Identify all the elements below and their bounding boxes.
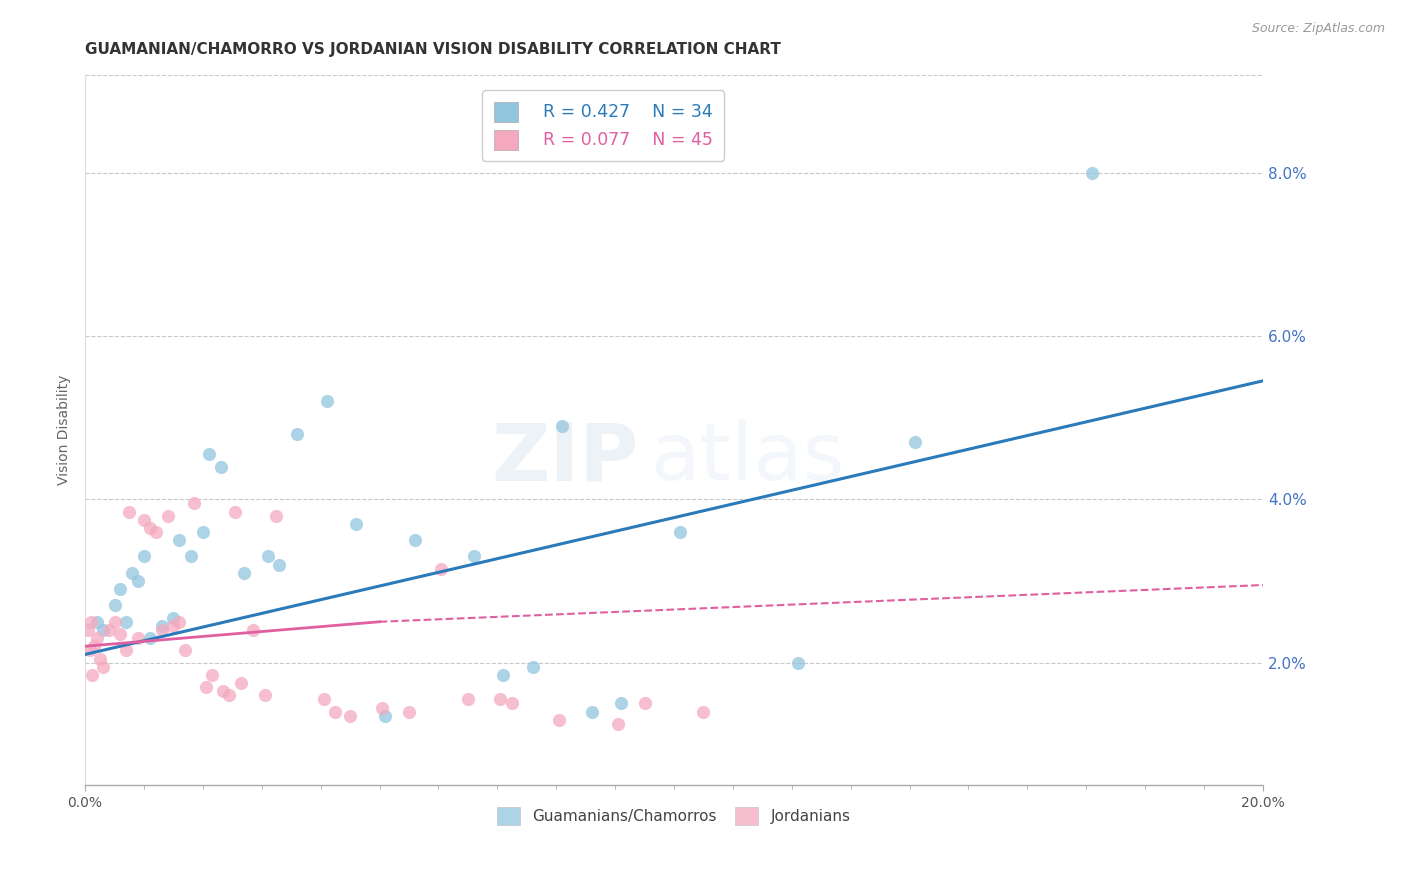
Point	[374, 708, 396, 723]
Point	[132, 549, 155, 564]
Point	[145, 524, 167, 539]
Point	[86, 631, 108, 645]
Point	[180, 549, 202, 564]
Point	[127, 631, 149, 645]
Point	[325, 705, 347, 719]
Point	[201, 668, 224, 682]
Point	[127, 574, 149, 588]
Point	[551, 418, 574, 433]
Point	[398, 705, 420, 719]
Point	[139, 631, 162, 645]
Point	[633, 697, 655, 711]
Point	[430, 562, 453, 576]
Point	[344, 516, 367, 531]
Point	[77, 623, 100, 637]
Point	[132, 513, 155, 527]
Point	[669, 524, 692, 539]
Point	[463, 549, 485, 564]
Point	[139, 521, 162, 535]
Point	[489, 692, 512, 706]
Point	[115, 615, 138, 629]
Text: ZIP: ZIP	[492, 419, 638, 497]
Point	[209, 459, 232, 474]
Point	[786, 656, 808, 670]
Point	[242, 623, 264, 637]
Point	[91, 623, 114, 637]
Point	[1081, 165, 1104, 179]
Point	[218, 688, 240, 702]
Point	[118, 504, 141, 518]
Point	[82, 668, 104, 682]
Point	[285, 426, 308, 441]
Point	[224, 504, 246, 518]
Text: atlas: atlas	[651, 419, 845, 497]
Point	[89, 651, 111, 665]
Point	[79, 643, 101, 657]
Point	[174, 643, 197, 657]
Point	[86, 615, 108, 629]
Point	[150, 623, 173, 637]
Point	[156, 508, 179, 523]
Point	[150, 619, 173, 633]
Text: Source: ZipAtlas.com: Source: ZipAtlas.com	[1251, 22, 1385, 36]
Point	[103, 615, 125, 629]
Point	[404, 533, 426, 547]
Point	[607, 716, 630, 731]
Point	[269, 558, 291, 572]
Point	[183, 496, 205, 510]
Point	[312, 692, 335, 706]
Point	[339, 708, 361, 723]
Point	[522, 659, 544, 673]
Point	[197, 447, 219, 461]
Point	[233, 566, 256, 580]
Point	[548, 713, 571, 727]
Legend: Guamanians/Chamorros, Jordanians: Guamanians/Chamorros, Jordanians	[488, 798, 859, 834]
Point	[110, 627, 132, 641]
Point	[256, 549, 278, 564]
Point	[692, 705, 714, 719]
Point	[115, 643, 138, 657]
Point	[501, 697, 523, 711]
Point	[97, 623, 120, 637]
Point	[91, 659, 114, 673]
Point	[457, 692, 479, 706]
Point	[371, 700, 394, 714]
Y-axis label: Vision Disability: Vision Disability	[58, 375, 72, 485]
Point	[121, 566, 143, 580]
Point	[110, 582, 132, 596]
Point	[581, 705, 603, 719]
Point	[212, 684, 235, 698]
Point	[266, 508, 288, 523]
Point	[103, 599, 125, 613]
Point	[80, 615, 103, 629]
Point	[169, 615, 191, 629]
Point	[83, 640, 105, 654]
Point	[253, 688, 276, 702]
Point	[191, 524, 214, 539]
Text: GUAMANIAN/CHAMORRO VS JORDANIAN VISION DISABILITY CORRELATION CHART: GUAMANIAN/CHAMORRO VS JORDANIAN VISION D…	[86, 42, 780, 57]
Point	[169, 533, 191, 547]
Point	[610, 697, 633, 711]
Point	[315, 394, 337, 409]
Point	[492, 668, 515, 682]
Point	[231, 676, 253, 690]
Point	[904, 435, 927, 450]
Point	[162, 610, 184, 624]
Point	[194, 680, 217, 694]
Point	[162, 619, 184, 633]
